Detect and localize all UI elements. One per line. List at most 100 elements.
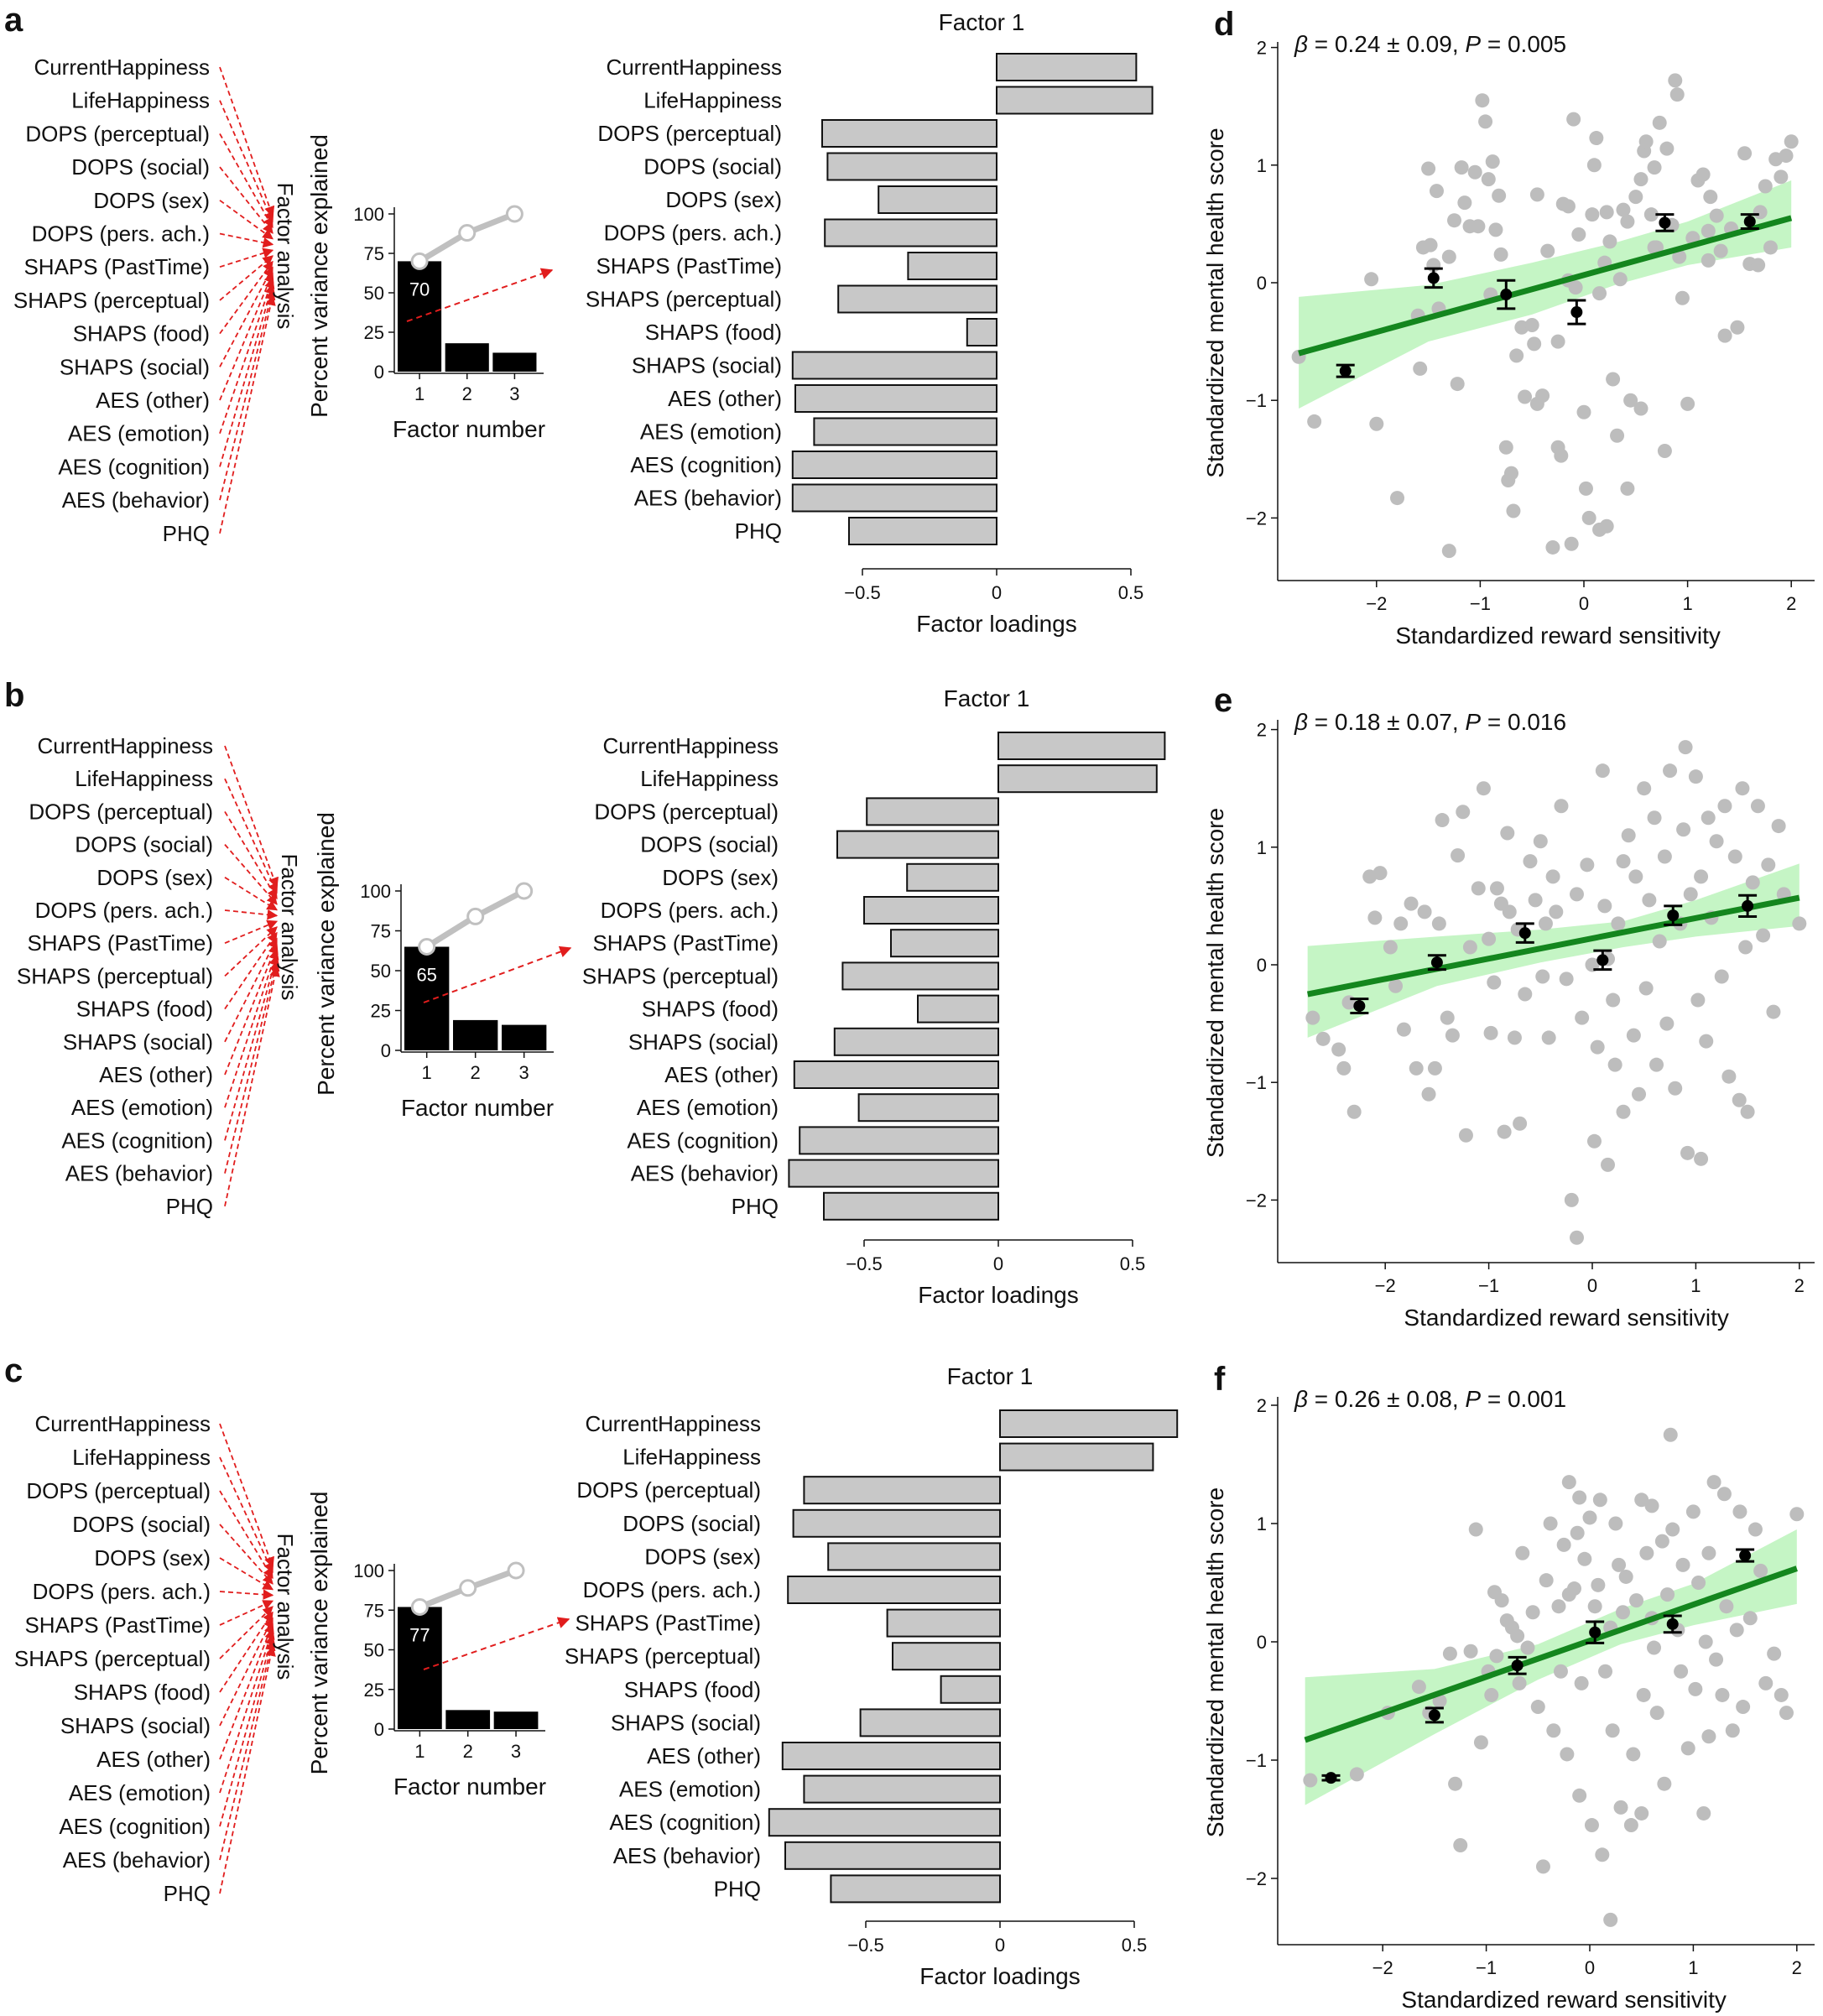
factor-analysis-arrow	[224, 966, 280, 1206]
scatter-point	[1494, 1593, 1509, 1608]
bin-mean-errorbar	[1663, 1614, 1682, 1634]
loading-label: CurrentHappiness	[602, 733, 779, 758]
scatter-point	[1636, 1687, 1651, 1702]
loadings-x-title: Factor loadings	[919, 1963, 1080, 1989]
scatter-point	[1454, 160, 1469, 175]
scatter-point	[1706, 1475, 1721, 1490]
loading-bar	[866, 797, 999, 826]
scatter-point	[1601, 1157, 1616, 1172]
scatter-point	[1595, 1847, 1610, 1862]
scree-x-tick: 3	[511, 1741, 521, 1762]
scatter-point	[1647, 1640, 1662, 1655]
scatter-x-tick: 1	[1682, 593, 1692, 614]
loading-bar	[890, 929, 999, 958]
scatter-x-tick: −1	[1470, 593, 1491, 614]
measure-label: DOPS (pers. ach.)	[35, 898, 213, 923]
scatter-point	[1730, 320, 1745, 335]
scatter-point	[1696, 1805, 1711, 1821]
scatter-point	[1680, 1145, 1695, 1160]
scatter-point	[1745, 875, 1760, 890]
scatter-point	[1554, 448, 1569, 463]
scatter-point	[1758, 1675, 1774, 1690]
scatter-point	[1525, 1605, 1540, 1620]
scree-bar	[453, 1019, 498, 1050]
scatter-point	[1582, 1510, 1597, 1525]
scatter-point	[1779, 148, 1794, 164]
bin-mean-point	[1742, 899, 1754, 912]
scree-bar	[404, 946, 450, 1050]
scatter-point	[1725, 1723, 1740, 1738]
scatter-point	[1657, 849, 1672, 864]
scatter-point	[1421, 161, 1436, 176]
factor-analysis-arrow	[219, 100, 274, 223]
bin-mean-errorbar	[1508, 1655, 1527, 1675]
scree-y-tick: 25	[371, 1001, 391, 1022]
bin-mean-errorbar	[1425, 1706, 1444, 1724]
factor-analysis-arrow	[219, 200, 274, 240]
scree-x-tick: 1	[414, 383, 424, 404]
loadings-x-tick: 0.5	[1118, 582, 1144, 603]
scree-y-tick: 100	[353, 204, 384, 225]
loading-bar	[768, 1808, 1001, 1837]
scatter-point	[1591, 1577, 1606, 1592]
factor-analysis-arrow	[219, 294, 276, 534]
scatter-x-tick: 2	[1794, 1275, 1805, 1296]
scatter-point	[1701, 1729, 1716, 1744]
scatter-point	[1396, 1022, 1411, 1037]
scatter-point	[1660, 1587, 1675, 1602]
scatter-point	[1603, 1912, 1618, 1927]
loading-bar	[837, 284, 998, 314]
scatter-point	[1556, 1537, 1571, 1552]
scatter-point	[1456, 805, 1471, 820]
loading-label: AES (behavior)	[634, 486, 782, 511]
scatter-point	[1675, 1557, 1690, 1572]
scatter-point	[1535, 388, 1550, 404]
loading-bar	[784, 1841, 1001, 1870]
scatter-point	[1550, 334, 1565, 349]
scatter-point	[1628, 190, 1643, 205]
factor-analysis-arrow	[224, 943, 279, 1076]
stats-annotation-part: β	[1294, 31, 1308, 57]
scatter-point	[1688, 1681, 1703, 1696]
scatter-point	[1602, 234, 1617, 249]
loading-label: DOPS (pers. ach.)	[583, 1577, 761, 1602]
scatter-point	[1545, 869, 1560, 884]
scatter-point	[1792, 916, 1807, 931]
scatter-point	[1518, 987, 1533, 1002]
stats-annotation-part: P	[1465, 31, 1481, 57]
loading-label: DOPS (pers. ach.)	[604, 221, 782, 246]
scatter-point	[1647, 240, 1662, 255]
scatter-point	[1431, 916, 1446, 931]
measure-label: DOPS (sex)	[94, 1545, 211, 1571]
cumulative-point	[459, 1579, 477, 1597]
scatter-point	[1476, 781, 1491, 796]
scatter-point	[1512, 1675, 1527, 1690]
panel-letter-c: c	[4, 1352, 23, 1389]
scatter-point	[1774, 1687, 1789, 1702]
scatter-y-tick: 1	[1257, 155, 1267, 176]
loading-label: PHQ	[735, 518, 782, 544]
stats-annotation-part: = 0.18 ± 0.07,	[1308, 709, 1465, 735]
factor-analysis-arrow	[219, 1490, 273, 1580]
loading-label: AES (emotion)	[619, 1777, 761, 1802]
scatter-point	[1654, 1534, 1669, 1549]
bin-mean-errorbar	[1593, 949, 1612, 972]
loadings-title: Factor 1	[947, 1363, 1034, 1389]
bin-mean-point	[1570, 306, 1583, 319]
loading-bar	[792, 1508, 1001, 1538]
scatter-point	[1701, 253, 1716, 268]
panel-letter-a: a	[4, 2, 23, 39]
scatter-point	[1346, 1104, 1362, 1119]
loading-bar	[836, 830, 999, 859]
scatter-point	[1560, 199, 1576, 214]
loading-bar	[788, 1159, 1000, 1188]
scatter-point	[1665, 1522, 1680, 1537]
scatter-point	[1510, 1628, 1525, 1644]
scatter-point	[1629, 1593, 1644, 1608]
scatter-point	[1675, 290, 1690, 305]
scatter-point	[1450, 377, 1465, 392]
loading-label: SHAPS (perceptual)	[582, 963, 779, 988]
scatter-y-title: Standardized mental health score	[1202, 128, 1228, 477]
loadings-pointer-arrow	[406, 268, 554, 322]
scatter-point	[1595, 763, 1610, 779]
